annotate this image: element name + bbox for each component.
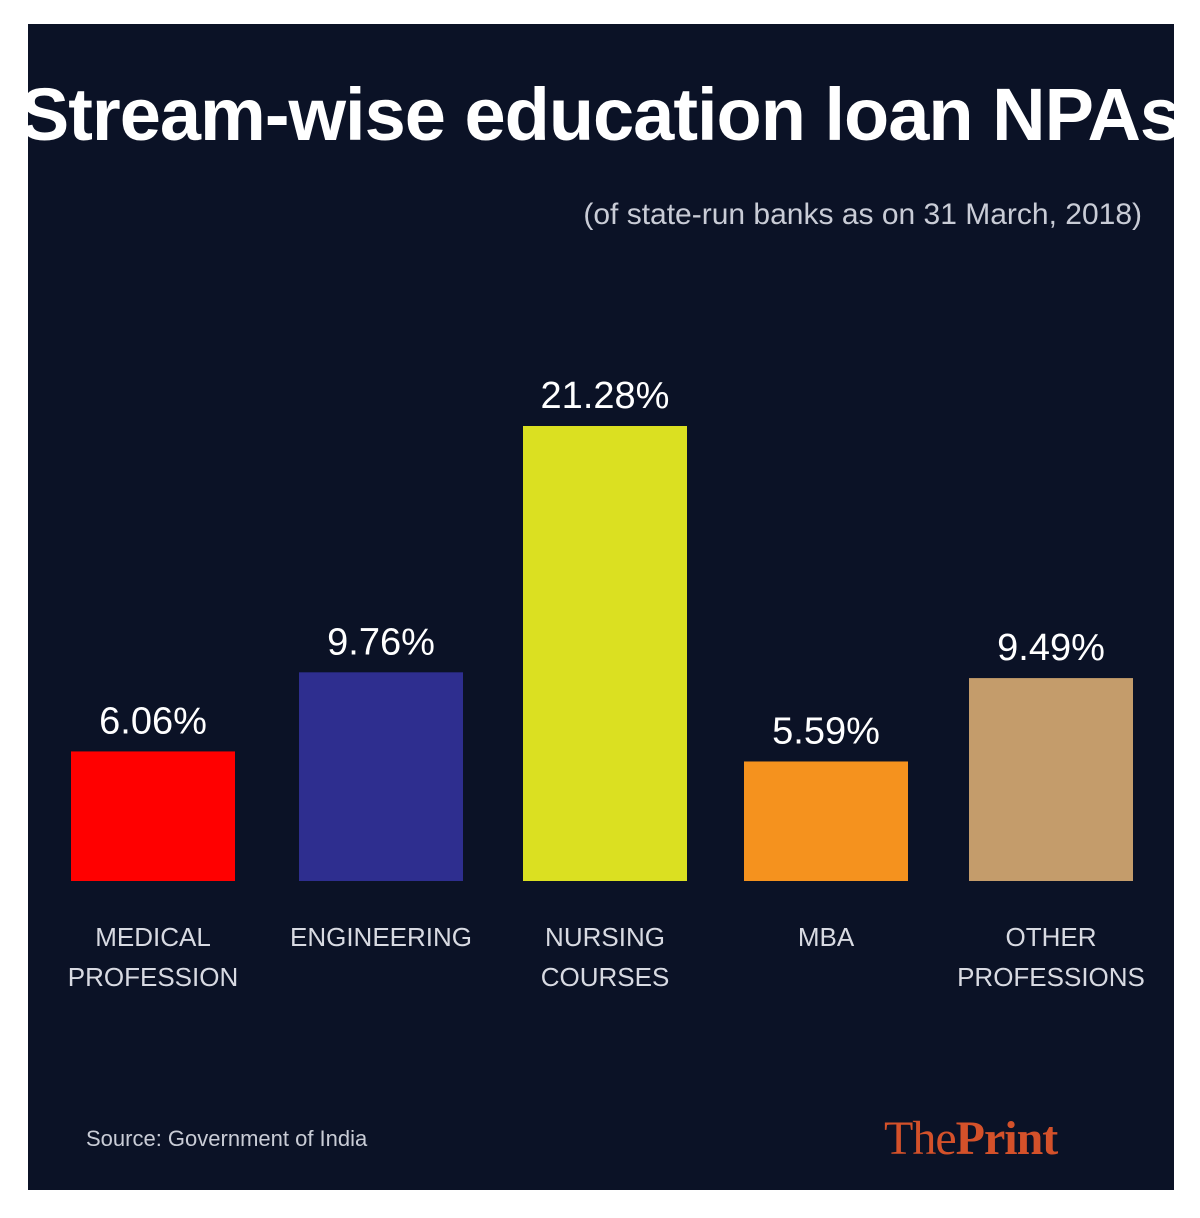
source-note: Source: Government of India [86, 1126, 368, 1151]
category-label-4-1: PROFESSIONS [957, 962, 1145, 992]
bar-1 [299, 672, 463, 881]
value-label-4: 9.49% [997, 627, 1105, 669]
chart-title: Stream-wise education loan NPAs [19, 73, 1181, 156]
chart-subtitle: (of state-run banks as on 31 March, 2018… [583, 198, 1142, 231]
category-label-2-1: COURSES [541, 962, 670, 992]
bar-2 [523, 426, 687, 881]
category-label-4-0: OTHER [1006, 922, 1097, 952]
category-label-2-0: NURSING [545, 922, 665, 952]
category-label-3-0: MBA [798, 922, 855, 952]
brand-logo-part2: Print [955, 1112, 1059, 1165]
category-label-0-1: PROFESSION [68, 962, 238, 992]
brand-logo-part1: The [884, 1112, 957, 1165]
category-label-0-0: MEDICAL [95, 922, 211, 952]
value-label-2: 21.28% [541, 375, 670, 417]
bar-0 [71, 751, 235, 881]
value-label-3: 5.59% [772, 710, 880, 752]
brand-logo: ThePrint [884, 1112, 1059, 1165]
bar-3 [744, 761, 908, 881]
value-label-1: 9.76% [327, 621, 435, 663]
value-label-0: 6.06% [99, 700, 207, 742]
bar-4 [969, 678, 1133, 881]
category-label-1-0: ENGINEERING [290, 922, 472, 952]
